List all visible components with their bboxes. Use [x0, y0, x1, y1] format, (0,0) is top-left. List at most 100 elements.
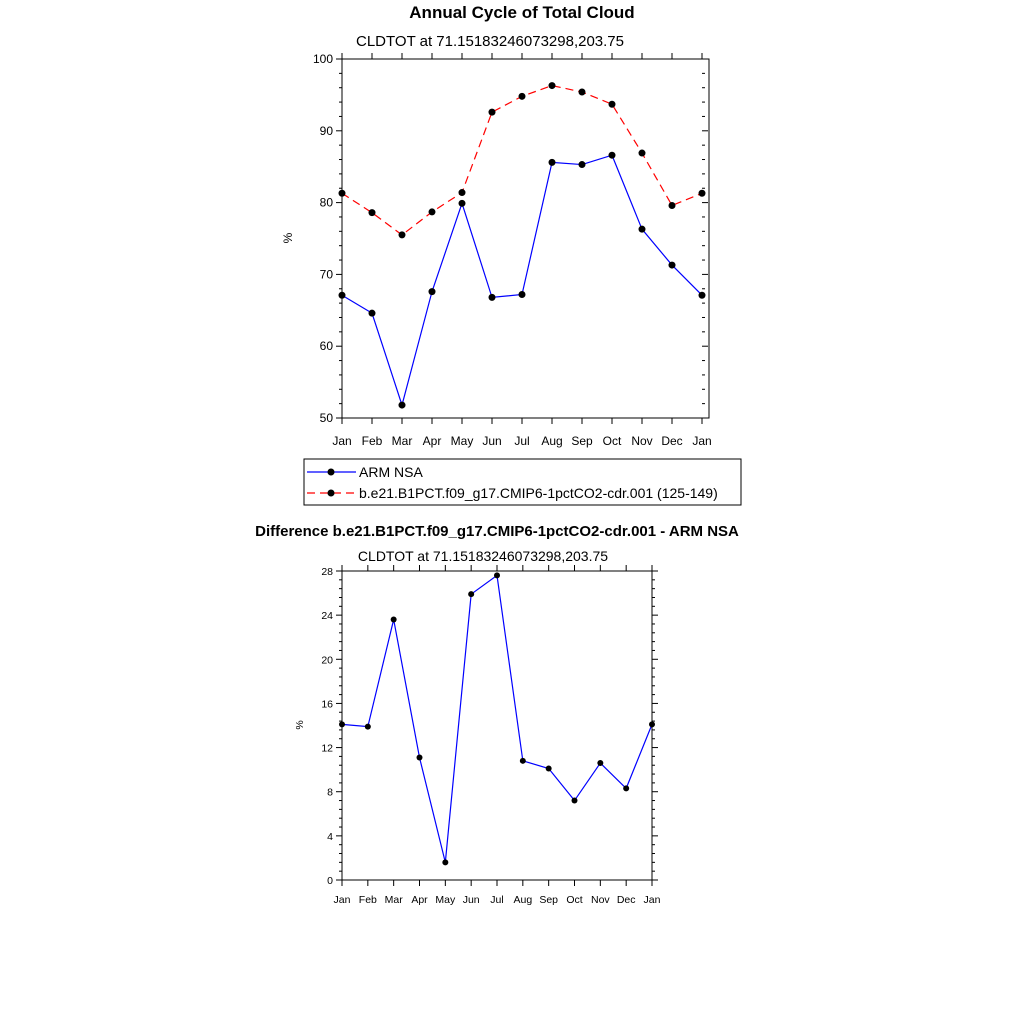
chart1-ticks: Jan Feb Mar Apr May Jun Jul Aug Sep Oct Nov Dec Jan 5…	[313, 52, 712, 448]
chart2-series-0-point	[442, 859, 449, 866]
chart1-series-0-point	[458, 199, 466, 207]
chart2-series-0-point	[339, 721, 345, 728]
chart1-series-0-point	[668, 261, 676, 269]
chart1-x-tick-label: Jun	[482, 434, 501, 448]
chart2-y-tick-label: 28	[321, 566, 333, 578]
legend-marker-arm	[327, 468, 335, 476]
chart2-y-tick-label: 0	[327, 875, 333, 887]
chart1-series-1-point	[548, 82, 556, 90]
chart2-y-tick-label: 12	[321, 743, 333, 755]
chart1-series-1-point	[488, 108, 496, 116]
chart2-plot-frame	[341, 570, 653, 881]
chart1-series-1-point	[578, 88, 586, 96]
chart1-x-tick-label: Sep	[571, 434, 593, 448]
chart2-x-tick-label: Jan	[644, 894, 661, 906]
legend: ARM NSA b.e21.B1PCT.f09_g17.CMIP6-1pctCO…	[303, 458, 742, 506]
chart1-y-tick-label: 80	[320, 196, 334, 210]
chart1-y-tick-label: 50	[320, 411, 334, 425]
chart1-series-1-point	[368, 209, 376, 217]
chart2-y-tick-label: 16	[321, 698, 333, 710]
chart1-x-tick-label: May	[451, 434, 474, 448]
chart1-x-tick-label: Mar	[392, 434, 413, 448]
chart2-x-tick-label: Dec	[617, 894, 636, 906]
chart1-x-tick-label: Jan	[692, 434, 711, 448]
chart1-x-tick-label: Jan	[332, 434, 351, 448]
chart2-y-tick-label: 20	[321, 654, 333, 666]
chart2-ticks: Jan Feb Mar Apr May Jun Jul Aug Sep Oct Nov Dec Jan0…	[321, 565, 661, 906]
chart1-y-tick-label: 90	[320, 124, 334, 138]
chart2-series-0-point	[545, 765, 552, 772]
chart1-series-0-point	[368, 309, 376, 317]
chart1-series-0-point	[398, 401, 406, 409]
chart2-x-tick-label: Mar	[385, 894, 404, 906]
chart2-series-0-point	[571, 797, 578, 804]
chart1-title: Annual Cycle of Total Cloud	[409, 3, 634, 22]
chart1-series-1-point	[428, 208, 436, 216]
chart2-series-0-point	[416, 754, 423, 761]
chart1-series-1-point	[398, 231, 406, 239]
chart1-x-tick-label: Nov	[631, 434, 652, 448]
legend-label-arm: ARM NSA	[359, 464, 423, 480]
chart2-series-0-point	[468, 591, 475, 598]
chart1-series-0-point	[548, 158, 556, 166]
legend-box	[303, 458, 742, 506]
chart1-series-1-point	[698, 189, 706, 197]
chart2-title: Difference b.e21.B1PCT.f09_g17.CMIP6-1pc…	[255, 523, 739, 540]
chart1-series-1-point	[608, 100, 616, 108]
chart1-x-tick-label: Aug	[541, 434, 562, 448]
chart2-x-tick-label: Jun	[463, 894, 480, 906]
chart1-series-line-0	[341, 154, 703, 408]
chart2-x-tick-label: Jul	[490, 894, 503, 906]
chart2-x-tick-label: Jan	[334, 894, 351, 906]
chart1-x-tick-label: Dec	[661, 434, 682, 448]
chart2-y-tick-label: 4	[327, 831, 333, 843]
chart2-x-tick-label: Apr	[411, 894, 428, 906]
chart2-x-tick-label: Nov	[591, 894, 610, 906]
chart2-y-tick-label: 8	[327, 787, 333, 799]
chart2-series-line-0	[341, 574, 653, 863]
chart1-series-0-point	[518, 291, 526, 299]
legend-marker-model	[327, 489, 335, 497]
chart2-series-0-point	[597, 760, 604, 767]
chart1-subtitle: CLDTOT at 71.15183246073298,203.75	[356, 33, 624, 50]
chart1-y-axis-label: %	[281, 232, 295, 243]
chart1-x-tick-label: Apr	[423, 434, 442, 448]
chart2-subtitle: CLDTOT at 71.15183246073298,203.75	[358, 548, 608, 564]
chart1-series-1-point	[518, 92, 526, 100]
chart1-plot-frame	[341, 58, 710, 419]
legend-label-model: b.e21.B1PCT.f09_g17.CMIP6-1pctCO2-cdr.00…	[359, 485, 718, 501]
chart1-series-0-point	[488, 293, 496, 301]
chart1-x-tick-label: Oct	[603, 434, 622, 448]
chart2-series-0-point	[519, 757, 526, 764]
chart1-series-1-point	[338, 189, 346, 197]
chart2-x-tick-label: May	[435, 894, 456, 906]
chart1-x-tick-label: Feb	[362, 434, 383, 448]
chart1-series-0-point	[608, 151, 616, 159]
chart2-series-0-point	[364, 723, 371, 730]
chart1-series-1-point	[638, 149, 646, 157]
chart2-x-tick-label: Feb	[359, 894, 377, 906]
chart1-series-0-point	[698, 291, 706, 299]
chart2-series-0-point	[649, 721, 655, 728]
chart1-y-tick-label: 70	[320, 267, 334, 281]
chart1-series	[338, 82, 706, 409]
chart1-x-tick-label: Jul	[514, 434, 529, 448]
chart2-x-tick-label: Sep	[539, 894, 558, 906]
chart1-series-0-point	[428, 288, 436, 296]
chart2-x-tick-label: Oct	[566, 894, 582, 906]
chart1-series-line-1	[341, 84, 703, 236]
chart1-series-0-point	[638, 225, 646, 233]
chart2-y-axis-label: %	[294, 720, 306, 729]
chart2-series	[339, 572, 655, 866]
chart2-x-tick-label: Aug	[513, 894, 532, 906]
chart2-y-tick-label: 24	[321, 610, 333, 622]
chart2-series-0-point	[623, 785, 630, 792]
chart1-series-1-point	[668, 201, 676, 209]
chart2-series-0-point	[494, 572, 500, 579]
chart1-series-0-point	[578, 161, 586, 169]
chart1-series-0-point	[338, 291, 346, 299]
chart2-series-0-point	[390, 616, 397, 623]
chart1-series-1-point	[458, 189, 466, 197]
chart1-y-tick-label: 60	[320, 339, 334, 353]
